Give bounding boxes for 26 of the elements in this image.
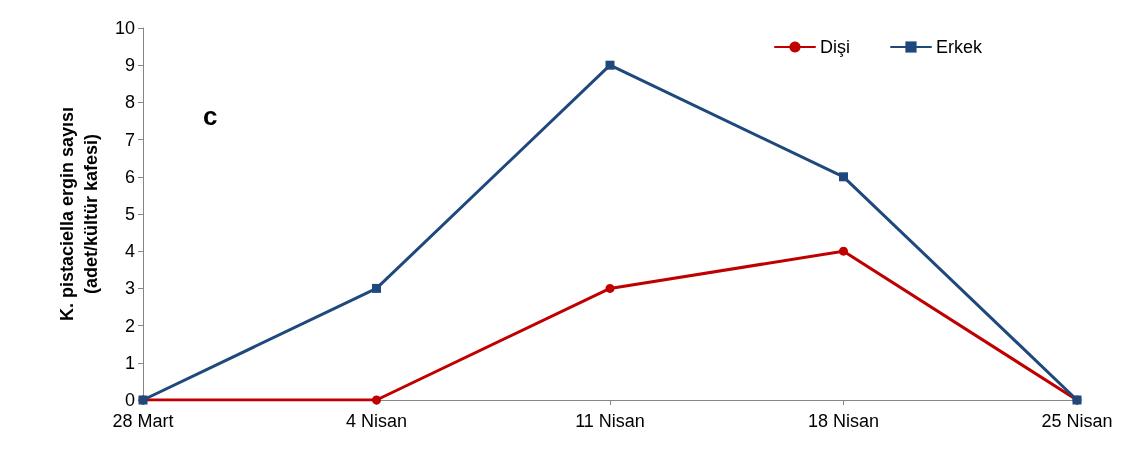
y-tick-label: 9	[124, 55, 135, 76]
x-tick-label: 25 Nisan	[1041, 411, 1113, 431]
y-tick-label: 3	[124, 278, 135, 299]
point	[839, 246, 848, 256]
legend-label: Erkek	[935, 37, 983, 57]
y-axis-title: K. pistaciella ergin sayısı (adet/kültür kafesi)	[57, 106, 101, 322]
legend-label: Dişi	[819, 37, 850, 57]
point	[839, 172, 848, 182]
annotation: c	[203, 101, 218, 131]
y-tick-label: 4	[124, 241, 135, 262]
y-tick-label: 8	[124, 92, 135, 113]
y-tick-label: 10	[114, 18, 135, 38]
y-tick-label: 6	[124, 166, 135, 187]
x-tick-label: 18 Nisan	[807, 411, 880, 431]
x-tick-label: 11 Nisan	[575, 411, 645, 431]
point	[372, 395, 381, 405]
y-tick-label: 5	[124, 204, 135, 224]
point	[372, 283, 381, 293]
point	[605, 60, 615, 70]
y-tick-label: 7	[124, 129, 135, 150]
y-tick-label: 0	[124, 390, 135, 410]
x-tick-label: 28 Mart	[112, 411, 174, 431]
y-tick-label: 1	[124, 352, 135, 373]
x-tick-label: 4 Nisan	[345, 411, 408, 431]
point	[605, 283, 615, 293]
y-tick-label: 2	[124, 315, 135, 336]
